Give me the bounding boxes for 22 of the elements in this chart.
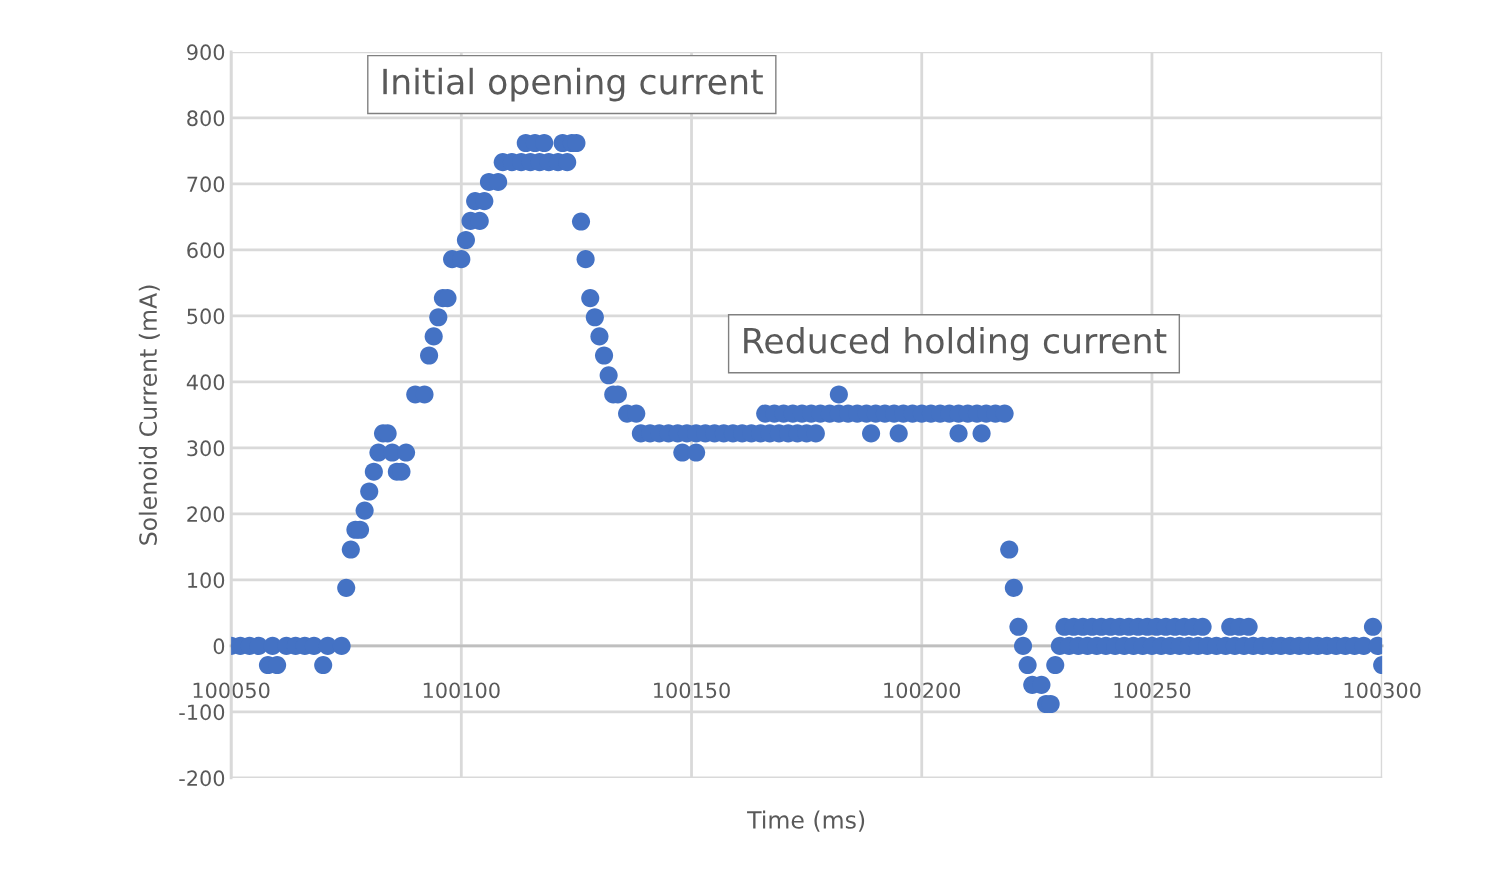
annotation: Reduced holding current [744, 326, 1167, 361]
x-tick-label: 100150 [654, 682, 730, 699]
y-tick-label: 700 [187, 176, 225, 193]
x-axis-title: Time (ms) [747, 810, 865, 832]
y-tick-label: 300 [187, 440, 225, 457]
x-tick-label: 100200 [884, 682, 961, 699]
y-tick-label: -200 [179, 770, 225, 787]
x-tick-label: 100100 [423, 682, 500, 699]
y-tick-label: 200 [187, 506, 225, 523]
x-tick-label: 100300 [1344, 682, 1421, 699]
y-tick-label: 500 [187, 308, 225, 325]
y-tick-label: 0 [213, 638, 225, 655]
y-tick-label: 400 [186, 374, 225, 391]
annotation: Initial opening current [383, 67, 763, 102]
y-tick-label: 100 [188, 572, 225, 589]
y-axis-title: Solenoid Current (mA) [138, 285, 160, 545]
y-tick-label: 800 [187, 110, 225, 127]
y-tick-label: 600 [187, 242, 225, 259]
y-tick-label: 900 [187, 44, 225, 61]
x-tick-label: 100050 [193, 682, 270, 699]
y-tick-label: -100 [179, 704, 225, 721]
x-tick-label: 100250 [1114, 682, 1191, 699]
